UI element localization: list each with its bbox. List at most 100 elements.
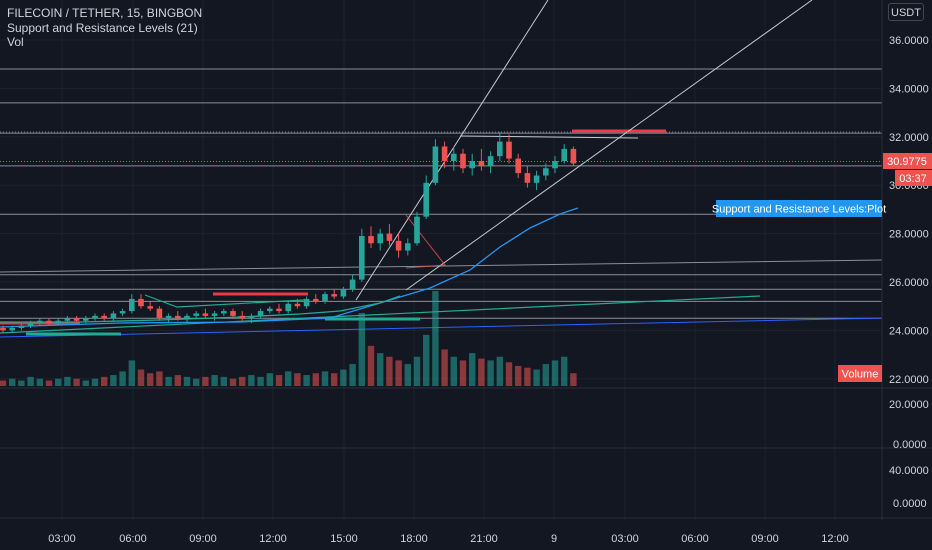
volume-bar [515,365,522,386]
volume-bar [220,376,227,386]
volume-bar [18,380,25,386]
volume-bar [349,364,356,386]
candle-body [27,323,34,326]
volume-bar [0,380,7,386]
candle-body [441,146,448,161]
candle-body [285,303,291,312]
chart-legend: FILECOIN / TETHER, 15, BINGBON Support a… [7,6,202,50]
candle-body [101,315,107,319]
candle-body [46,320,52,324]
price-tick-label: 28.0000 [889,229,929,241]
volume-bar [193,378,200,386]
time-tick-label: 09:00 [751,533,779,545]
blue-sloped-line [0,317,883,338]
volume-bar [137,369,145,386]
teal-sloped-line [0,295,761,334]
candle-body [83,318,89,321]
volume-bar [45,380,53,386]
grid-lines [0,0,882,520]
volume-bar [441,349,448,386]
volume-bar [340,369,347,386]
candle-body [230,311,236,316]
candle-body [55,320,61,324]
indicator-title[interactable]: Support and Resistance Levels (21) [7,20,198,35]
volume-bar [119,371,126,386]
candle-body [359,236,365,280]
candle-body [18,325,25,328]
volume-bar [561,356,568,386]
volume-bar [27,376,34,386]
oscillator-tick-label: 0.0000 [893,439,927,451]
countdown-badge [895,170,932,186]
time-tick-label: 9 [551,533,557,545]
candle-body [552,161,558,169]
candle-body [129,298,135,312]
volume-bar [312,373,319,386]
candle-body [110,313,117,319]
volume-bar [257,376,264,386]
candle-body [395,240,402,251]
price-tick-label: 32.0000 [889,132,929,144]
candle-body [386,233,393,241]
candle-body [432,146,439,183]
volume-bar [174,375,181,386]
candle-body [184,315,190,319]
volume-bar [202,376,209,386]
volume-bar [239,376,246,386]
time-tick-label: 09:00 [189,533,217,545]
volume-bar [450,356,457,386]
volume-bar [487,360,494,386]
candle-body [138,298,144,307]
volume-bar [165,376,172,386]
candle-body [64,318,71,321]
candle-body [368,236,374,244]
time-axis[interactable]: 03:00 06:00 09:00 12:00 15:00 18:00 21:00 9 03:0… [48,533,849,545]
candle-body [524,173,531,183]
volume-bar [496,356,503,386]
price-tick-label: 34.0000 [889,83,929,95]
time-tick-label: 21:00 [470,533,498,545]
currency-button[interactable]: USDT [888,3,924,21]
volume-title[interactable]: Vol [7,35,24,49]
volume-bar [73,378,80,386]
time-tick-label: 06:00 [119,533,147,545]
volume-bar [248,375,255,386]
time-tick-label: 03:00 [48,533,76,545]
candle-body [221,311,227,314]
price-axis[interactable]: 36.000034.000032.000030.000028.000026.00… [881,0,929,520]
volume-bar [82,380,89,386]
trend-lines [144,0,813,308]
axis-badges: 30.9775 03:37 Support and Resistance Level… [712,153,932,382]
candle-body [147,306,153,309]
candle-body [119,311,126,314]
time-tick-label: 18:00 [400,533,428,545]
volume-bar [55,378,62,386]
volume-bar [285,371,292,386]
candle-body [349,279,356,290]
candle-body [570,148,577,164]
price-tick-label: 36.0000 [889,35,929,47]
candle-body [533,175,540,183]
candle-body [202,313,209,316]
volume-badge [838,365,882,382]
volume-bar [101,376,108,386]
candle-body [515,158,521,174]
candle-body [543,168,549,176]
symbol-title[interactable]: FILECOIN / TETHER, 15, BINGBON [7,6,203,20]
candle-body [248,315,255,319]
time-tick-label: 12:00 [259,533,287,545]
candle-body [331,294,337,297]
volume-bar [423,334,430,386]
volume-bar [229,378,237,386]
candle-body [165,315,172,319]
volume-bar [358,312,365,386]
price-tick-label: 26.0000 [889,277,929,289]
indicator-panes [0,131,932,519]
candle-body [211,313,218,316]
candle-body [92,315,98,319]
volume-bar [386,356,393,386]
moving-average [0,295,401,323]
oscillator-tick-label: 20.0000 [889,399,929,411]
volume-bar [91,378,99,386]
